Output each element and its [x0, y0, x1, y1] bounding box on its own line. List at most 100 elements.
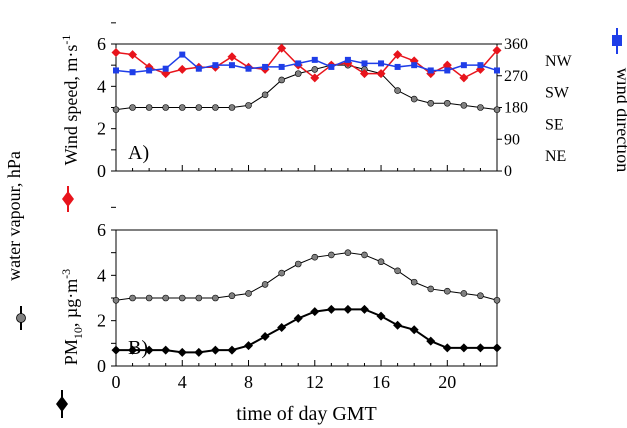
side-legend: water vapour, hPa Wind speed, m·s-1 PM10… — [4, 28, 627, 418]
x-tick-label: 20 — [438, 372, 456, 392]
wind-speed-label: Wind speed, m·s-1 — [59, 35, 81, 166]
x-tick-label: 0 — [112, 372, 121, 392]
point-wind_direction-a — [162, 65, 169, 72]
water-vapour-legend-icon — [16, 306, 26, 330]
point-wind_direction-a — [212, 62, 219, 69]
point-vapour-a — [460, 102, 468, 109]
point-wind_speed-a — [459, 73, 469, 83]
point-vapour-a — [261, 91, 269, 99]
y-tick-label-a: 4 — [97, 76, 106, 96]
point-vapour-a — [493, 106, 501, 113]
point-pm10-b — [376, 311, 386, 321]
line-vapour-b — [115, 252, 498, 301]
point-vapour-b — [311, 253, 319, 261]
y2-tick-label-a: 90 — [504, 131, 520, 148]
point-vapour-b — [261, 281, 269, 288]
y-tick-label-a: 6 — [97, 34, 106, 54]
point-wind_speed-a — [128, 50, 138, 60]
point-wind_direction-a — [195, 65, 202, 72]
point-wind_direction-a — [228, 62, 235, 69]
point-wind_direction-a — [113, 67, 119, 74]
direction-label: NW — [545, 53, 573, 70]
point-pm10-b — [210, 345, 220, 355]
point-wind_direction-a — [262, 63, 269, 70]
point-wind_speed-a — [111, 47, 121, 57]
point-vapour-b — [278, 269, 285, 277]
point-wind_direction-a — [460, 62, 467, 69]
point-vapour-a — [195, 104, 203, 111]
point-wind_speed-a — [393, 50, 403, 60]
point-wind_speed-a — [277, 43, 287, 53]
point-vapour-b — [129, 294, 136, 302]
point-wind_speed-a — [492, 45, 502, 55]
series-wind_direction-a — [113, 51, 500, 76]
point-pm10-b — [111, 345, 121, 355]
point-pm10-b — [359, 304, 369, 314]
point-vapour-a — [444, 99, 451, 107]
point-vapour-b — [195, 294, 203, 302]
point-vapour-b — [178, 294, 186, 302]
point-pm10-b — [194, 347, 204, 357]
point-wind_direction-a — [494, 67, 500, 74]
point-wind_speed-a — [177, 64, 187, 74]
point-pm10-b — [128, 345, 138, 355]
point-vapour-a — [294, 70, 302, 77]
point-wind_direction-a — [146, 67, 153, 74]
y2-tick-label-a: 0 — [504, 163, 512, 180]
y2-tick-label-a: 180 — [504, 100, 528, 117]
point-vapour-b — [228, 292, 236, 300]
series-wind_speed-a — [111, 43, 502, 83]
x-tick-label: 4 — [178, 372, 187, 392]
point-vapour-b — [145, 294, 153, 302]
y-tick-label-b: 2 — [97, 311, 106, 331]
point-vapour-b — [460, 290, 468, 297]
point-wind_direction-a — [245, 65, 252, 72]
point-vapour-a — [477, 104, 484, 111]
line-pm10-b — [116, 308, 497, 354]
point-pm10-b — [293, 313, 303, 323]
point-vapour-b — [212, 294, 219, 302]
series-pm10-b — [111, 304, 502, 357]
point-pm10-b — [244, 341, 254, 351]
y2-tick-label-a: 360 — [504, 36, 528, 53]
x-tick-label: 8 — [244, 372, 253, 392]
point-wind_direction-a — [444, 67, 451, 74]
point-wind_direction-a — [278, 63, 285, 70]
point-vapour-a — [129, 104, 136, 111]
point-vapour-b — [477, 292, 484, 300]
x-tick-label: 12 — [306, 372, 324, 392]
point-vapour-a — [427, 99, 435, 107]
point-pm10-b — [409, 325, 419, 335]
point-vapour-b — [361, 251, 368, 259]
wind-speed-legend-icon — [62, 186, 74, 212]
point-vapour-a — [410, 95, 418, 103]
wind-direction-label: wind direction — [613, 68, 627, 172]
point-vapour-b — [427, 285, 435, 293]
point-vapour-b — [294, 260, 302, 268]
point-vapour-b — [493, 296, 501, 304]
point-pm10-b — [144, 345, 154, 355]
point-vapour-a — [245, 102, 252, 109]
point-pm10-b — [277, 322, 287, 332]
point-wind_direction-a — [328, 63, 335, 70]
water-vapour-label: water vapour, hPa — [4, 151, 24, 281]
point-wind_direction-a — [295, 60, 302, 67]
point-vapour-b — [394, 267, 401, 275]
direction-label: SE — [545, 116, 564, 133]
point-vapour-a — [278, 76, 285, 84]
y-tick-label-b: 4 — [97, 265, 106, 285]
point-pm10-b — [343, 304, 353, 314]
point-wind_direction-a — [311, 56, 318, 63]
point-pm10-b — [260, 332, 270, 342]
series-vapour-b — [112, 249, 501, 304]
point-vapour-b — [377, 258, 385, 266]
point-wind_speed-a — [442, 60, 452, 70]
point-pm10-b — [475, 343, 485, 353]
point-vapour-a — [145, 104, 153, 111]
direction-label: SW — [545, 85, 570, 102]
point-pm10-b — [442, 343, 452, 353]
point-pm10-b — [227, 345, 237, 355]
point-wind_direction-a — [179, 51, 186, 58]
